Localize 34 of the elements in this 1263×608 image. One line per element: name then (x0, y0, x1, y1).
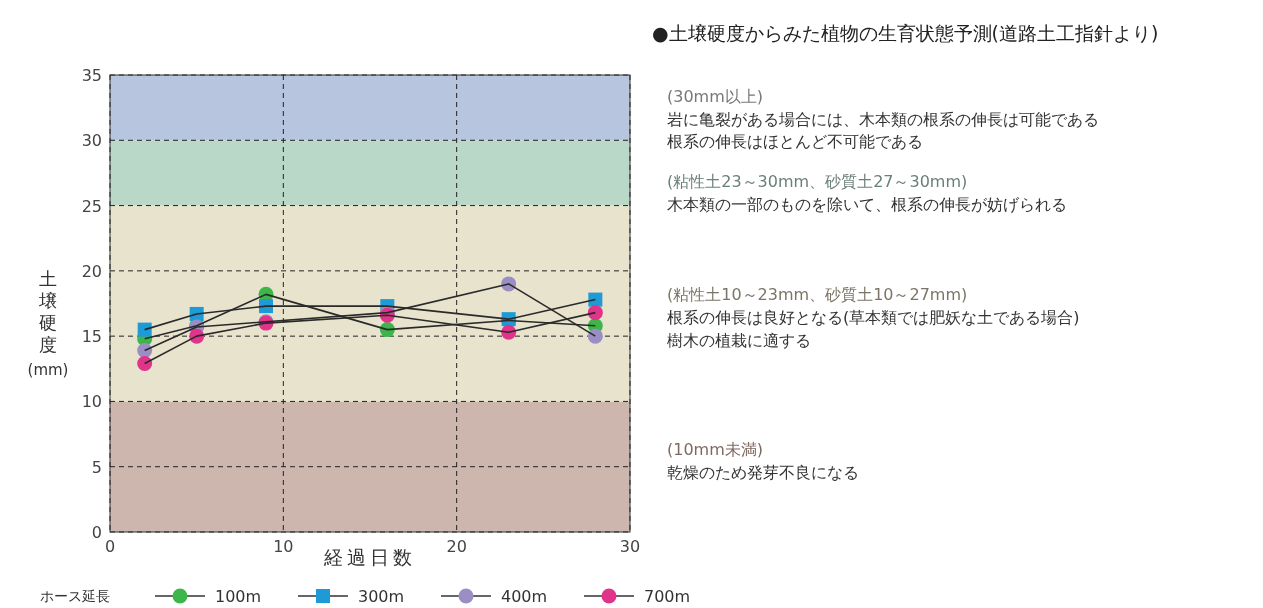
text: 木本類の一部のものを除いて、根系の伸長が妨げられる (667, 195, 1067, 214)
y-tick-label: 10 (81, 392, 102, 412)
y-tick-label: 35 (81, 66, 102, 85)
text: 根系の伸長はほとんど不可能である (667, 132, 923, 151)
text: ●土壌硬度からみた植物の生育状態予測(道路土工指針より) (652, 22, 1159, 44)
point (587, 305, 603, 321)
y-tick-label: 30 (81, 131, 102, 151)
text: 岩に亀裂がある場合には、木本類の根系の伸長は可能である (667, 110, 1099, 129)
legend-label: 100m (215, 587, 262, 606)
text: (10mm未満) (667, 440, 764, 459)
point (137, 356, 153, 372)
legend-title: ホース延長 (40, 588, 110, 604)
x-axis-title: 経過日数 (323, 546, 416, 568)
legend-label: 700m (644, 587, 691, 606)
y-tick-label: 15 (81, 327, 102, 347)
text: (粘性土10～23mm、砂質土10～27mm) (667, 285, 968, 304)
legend-label: 400m (501, 587, 548, 606)
y-tick-label: 20 (81, 261, 102, 281)
text: 根系の伸長は良好となる(草本類では肥妖な土である場合) (667, 308, 1080, 327)
x-tick-label: 20 (446, 537, 467, 556)
y-axis-title: 土壌硬度(mm) (27, 268, 69, 379)
text: 乾燥のため発芽不良になる (667, 463, 859, 482)
y-tick-label: 0 (91, 523, 102, 542)
y-tick-label: 5 (91, 457, 102, 477)
point (587, 328, 603, 344)
text: (30mm以上) (667, 87, 764, 106)
x-tick-label: 0 (104, 537, 116, 556)
y-tick-label: 25 (81, 196, 102, 216)
x-tick-label: 10 (273, 537, 294, 556)
legend-label: 300m (358, 587, 405, 606)
point (137, 322, 152, 337)
x-tick-label: 30 (619, 537, 641, 556)
text: 樹木の植栽に適する (667, 331, 811, 350)
text: (粘性土23～30mm、砂質土27～30mm) (667, 172, 968, 191)
